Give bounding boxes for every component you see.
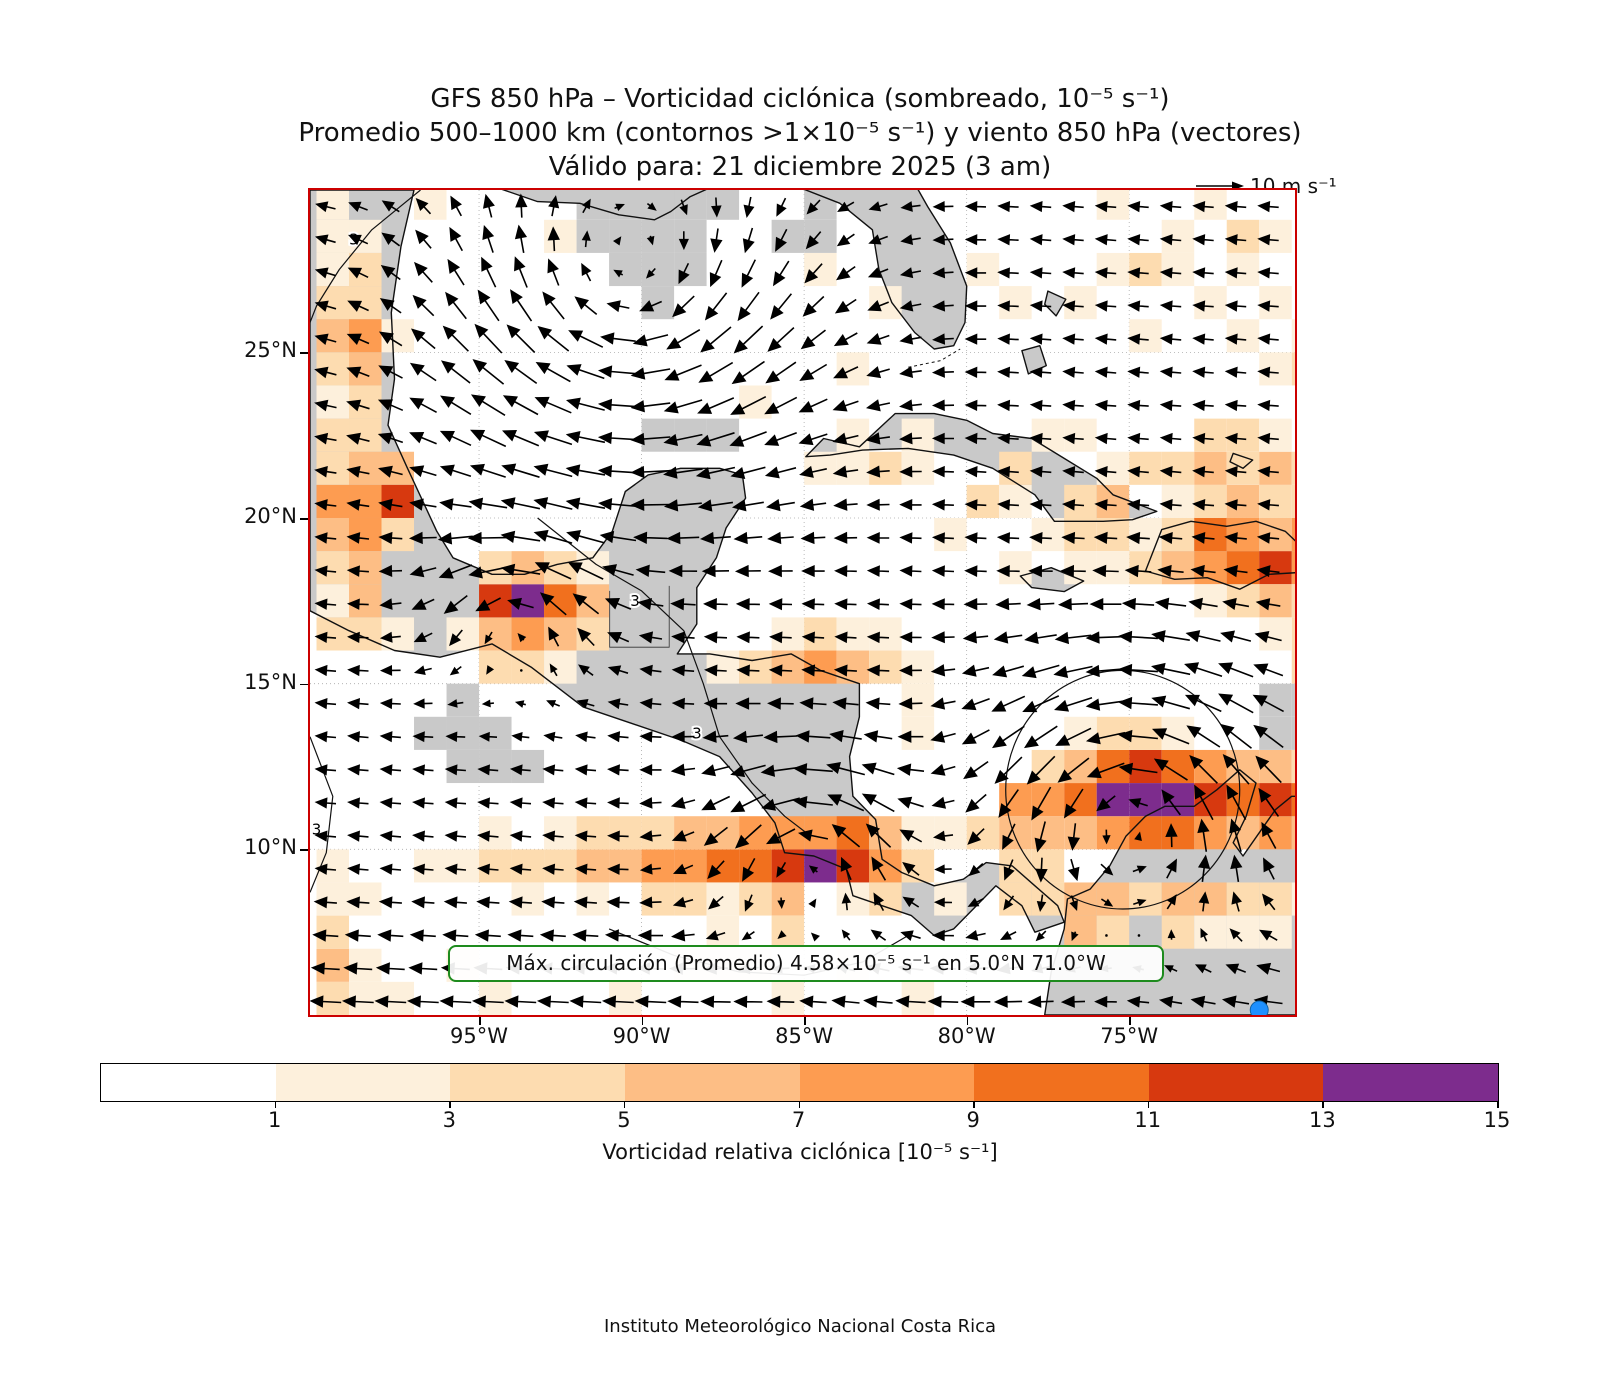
wind-vectors-layer [310, 193, 1284, 1008]
y-axis-tick-label: 20°N [244, 504, 297, 528]
colorbar-gradient [100, 1063, 1499, 1102]
max-circulation-dot [1249, 1000, 1269, 1015]
map-svg: 3333 [310, 190, 1295, 1015]
colorbar-segment [101, 1064, 276, 1101]
x-axis-tickmark [804, 1017, 806, 1025]
colorbar-tick-label: 5 [617, 1108, 631, 1132]
title-line-1: GFS 850 hPa – Vorticidad ciclónica (somb… [430, 84, 1170, 114]
colorbar-tick-label: 11 [1134, 1108, 1162, 1132]
contour-labels-layer: 3333 [310, 229, 704, 841]
x-axis-tickmark [641, 1017, 644, 1025]
colorbar-segment [275, 1064, 451, 1101]
colorbar-tickmark [973, 1101, 975, 1108]
colorbar-segment [450, 1064, 625, 1101]
colorbar-tick-label: 3 [442, 1108, 456, 1132]
y-axis-tickmark [300, 683, 308, 686]
x-axis-tick-label: 95°W [450, 1024, 509, 1048]
colorbar-tick-label: 15 [1483, 1108, 1511, 1132]
y-axis-tick-label: 25°N [244, 338, 297, 363]
colorbar-label: Vorticidad relativa ciclónica [10⁻⁵ s⁻¹] [602, 1140, 998, 1164]
colorbar-segment [1148, 1064, 1324, 1101]
colorbar-segment [624, 1064, 800, 1101]
colorbar-segment [799, 1064, 975, 1101]
contour-label: 3 [692, 724, 702, 742]
colorbar-tickmark [1147, 1101, 1150, 1108]
colorbar-tick-label: 1 [267, 1108, 282, 1132]
x-axis-tickmark [1129, 1017, 1131, 1025]
x-axis-tick-label: 75°W [1100, 1024, 1159, 1048]
y-axis-tickmark [300, 518, 308, 520]
colorbar-tickmark [1497, 1101, 1499, 1108]
x-axis-tick-label: 85°W [775, 1024, 834, 1048]
y-axis-tick-label: 15°N [244, 669, 297, 694]
contour-label: 3 [630, 592, 640, 610]
colorbar-segment [974, 1064, 1149, 1101]
title-line-3: Válido para: 21 diciembre 2025 (3 am) [548, 152, 1052, 182]
x-axis-tick-label: 80°W [937, 1024, 996, 1048]
y-axis-tickmark [300, 849, 308, 851]
colorbar-tickmark [449, 1101, 451, 1108]
y-axis-tick-label: 10°N [244, 835, 297, 860]
max-location-marker [1249, 1000, 1269, 1015]
colorbar-tick-label: 13 [1309, 1108, 1336, 1132]
colorbar-tickmark [798, 1101, 800, 1108]
colorbar-tickmark [274, 1101, 277, 1108]
colorbar-tick-label: 7 [791, 1108, 806, 1132]
x-axis-tick-label: 90°W [612, 1024, 671, 1048]
title-line-2: Promedio 500–1000 km (contornos >1×10⁻⁵ … [298, 118, 1302, 148]
colorbar-tickmark [1322, 1101, 1324, 1108]
figure-title: GFS 850 hPa – Vorticidad ciclónica (somb… [0, 82, 1600, 184]
x-axis-tickmark [479, 1017, 481, 1025]
colorbar-tickmark [623, 1101, 626, 1108]
max-circulation-annotation: Máx. circulación (Promedio) 4.58×10⁻⁵ s⁻… [448, 945, 1164, 982]
map-panel: 3333 Máx. circulación (Promedio) 4.58×10… [308, 188, 1297, 1017]
y-axis-tickmark [300, 352, 308, 354]
footer-credit: Instituto Meteorológico Nacional Costa R… [603, 1316, 997, 1337]
x-axis-tickmark [966, 1017, 969, 1025]
colorbar-tick-label: 9 [966, 1108, 980, 1132]
colorbar-segment [1323, 1064, 1498, 1101]
